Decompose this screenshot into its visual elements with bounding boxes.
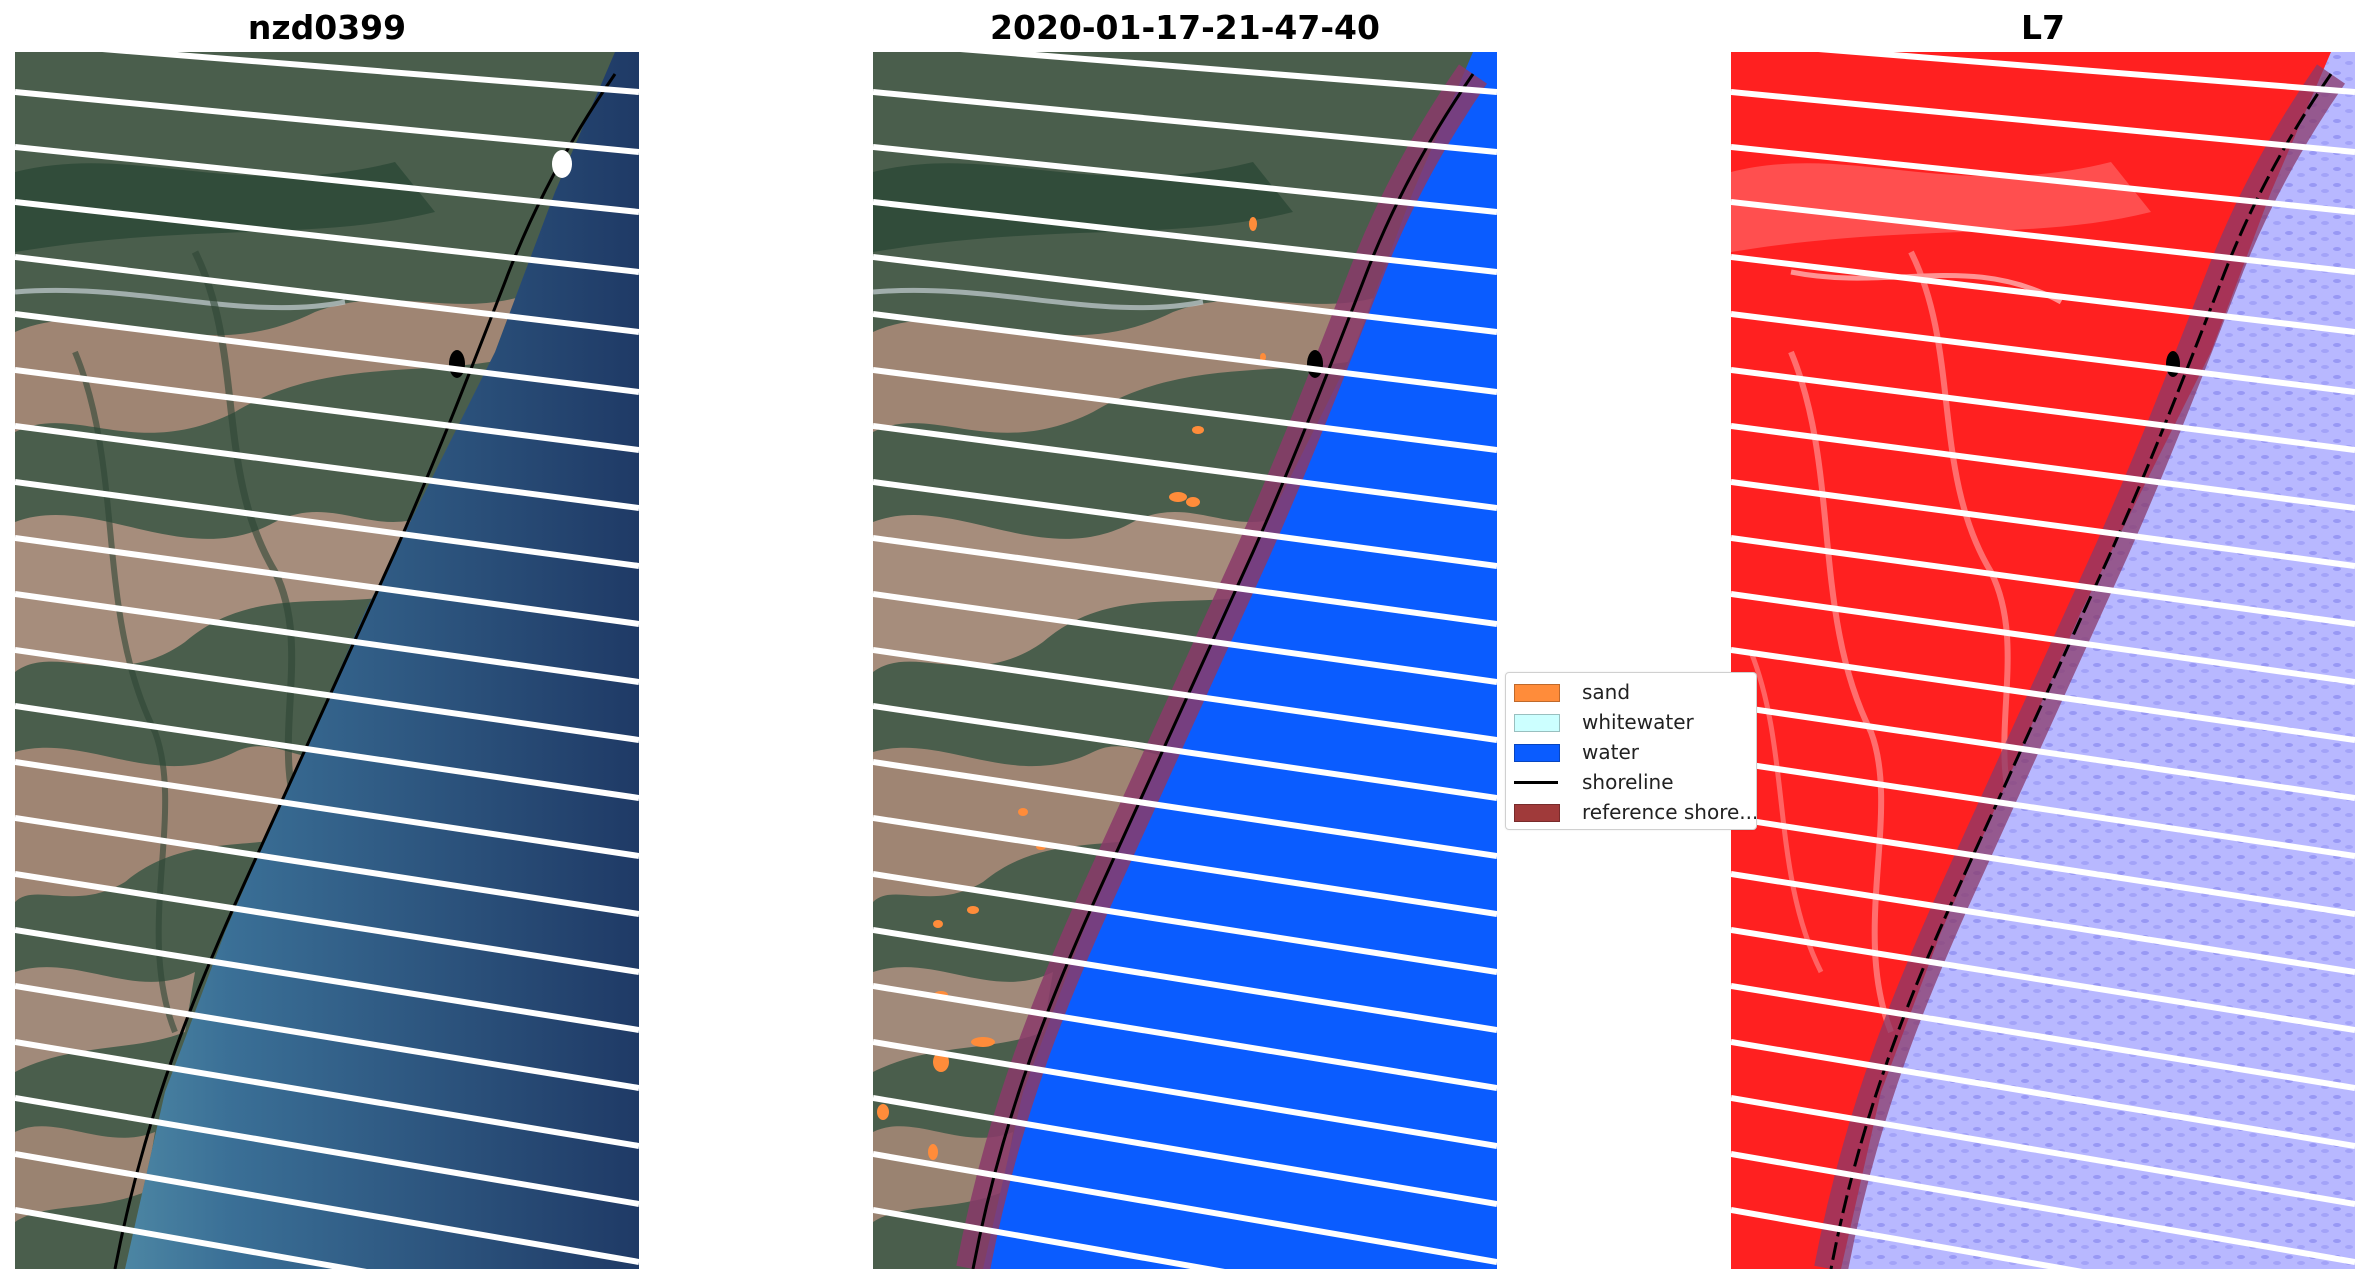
legend-label-reference-shoreline: reference shore... (1582, 800, 1757, 824)
legend-label-water: water (1582, 740, 1639, 764)
legend-label-shoreline: shoreline (1582, 770, 1674, 794)
panel-title-rgb: nzd0399 (247, 8, 407, 47)
legend-swatch-sand (1514, 684, 1560, 702)
rgb-satellite-image (15, 52, 639, 1269)
index-image (1731, 52, 2355, 1269)
legend-label-whitewater: whitewater (1582, 710, 1694, 734)
legend-item-whitewater: whitewater (1514, 707, 1754, 737)
panel-title-date: 2020-01-17-21-47-40 (990, 8, 1380, 47)
sand-patches (877, 217, 1266, 1160)
legend-swatch-water (1514, 744, 1560, 762)
legend-item-sand: sand (1514, 677, 1754, 707)
scan-line-gaps (15, 52, 639, 1269)
legend-item-shoreline: shoreline (1514, 767, 1754, 797)
legend-item-water: water (1514, 737, 1754, 767)
legend-swatch-whitewater (1514, 714, 1560, 732)
legend-label-sand: sand (1582, 680, 1631, 704)
legend-swatch-shoreline (1514, 781, 1558, 784)
legend-swatch-reference-shoreline (1514, 804, 1560, 822)
legend: sand whitewater water shoreline referenc… (1505, 672, 1757, 830)
panel-title-satellite: L7 (2021, 8, 2065, 47)
scan-line-gaps (1731, 52, 2355, 1269)
legend-item-reference-shoreline: reference shore... (1514, 797, 1757, 827)
scan-line-gaps (873, 52, 1497, 1269)
classification-image (873, 52, 1497, 1269)
